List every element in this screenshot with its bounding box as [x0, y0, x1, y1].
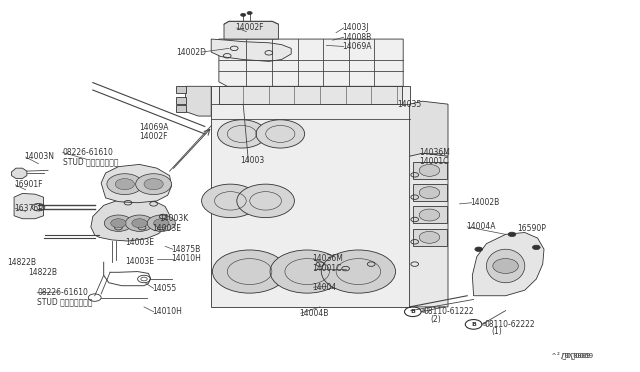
Polygon shape	[211, 86, 410, 307]
Circle shape	[125, 215, 154, 231]
Text: 14875B: 14875B	[172, 245, 201, 254]
Text: STUD スタッド（２）: STUD スタッド（２）	[37, 298, 93, 307]
Text: 16376P: 16376P	[14, 204, 43, 213]
Circle shape	[419, 164, 440, 176]
Circle shape	[419, 209, 440, 221]
Circle shape	[218, 120, 266, 148]
Circle shape	[111, 219, 126, 228]
Text: 14822B: 14822B	[28, 268, 57, 277]
Text: 14004A: 14004A	[466, 222, 495, 231]
Text: (2): (2)	[430, 315, 441, 324]
Circle shape	[115, 179, 134, 190]
Circle shape	[493, 259, 518, 273]
Text: 14003E: 14003E	[152, 224, 181, 233]
Circle shape	[270, 250, 344, 293]
Text: 14003J: 14003J	[342, 23, 369, 32]
Polygon shape	[224, 21, 278, 39]
Text: 14004: 14004	[312, 283, 337, 292]
Text: 16901F: 16901F	[14, 180, 43, 189]
Circle shape	[154, 219, 169, 228]
Circle shape	[532, 245, 540, 250]
Polygon shape	[176, 97, 186, 104]
Text: 14055: 14055	[152, 284, 177, 293]
Text: B: B	[483, 322, 487, 327]
Circle shape	[107, 174, 143, 195]
Polygon shape	[413, 229, 447, 246]
Polygon shape	[410, 101, 448, 156]
Text: 08226-61610: 08226-61610	[37, 288, 88, 297]
Polygon shape	[12, 168, 27, 179]
Circle shape	[241, 13, 246, 16]
Text: 14008B: 14008B	[342, 33, 372, 42]
Text: B: B	[422, 309, 426, 314]
Circle shape	[247, 12, 252, 15]
Text: 14035: 14035	[397, 100, 421, 109]
Text: 08226-61610: 08226-61610	[63, 148, 113, 157]
Text: STUD スタッド（２）: STUD スタッド（２）	[63, 157, 118, 166]
Text: 14010H: 14010H	[172, 254, 202, 263]
Text: ² ⁠ﾏ0ー0009: ² ⁠ﾏ0ー0009	[557, 352, 593, 359]
Polygon shape	[413, 206, 447, 223]
Text: 14001C: 14001C	[419, 157, 449, 166]
Circle shape	[419, 231, 440, 243]
Polygon shape	[101, 164, 172, 203]
Circle shape	[104, 215, 132, 231]
Text: 14002F: 14002F	[236, 23, 264, 32]
Circle shape	[144, 179, 163, 190]
Polygon shape	[186, 86, 211, 116]
Text: (1): (1)	[491, 327, 502, 336]
Text: 14003E: 14003E	[125, 238, 154, 247]
Polygon shape	[211, 39, 291, 61]
Circle shape	[508, 232, 516, 237]
Text: 08110-62222: 08110-62222	[484, 320, 535, 329]
Text: 14069A: 14069A	[140, 123, 169, 132]
Circle shape	[419, 187, 440, 199]
Text: 14069A: 14069A	[342, 42, 372, 51]
Text: 16590P: 16590P	[517, 224, 546, 233]
Text: 14002D: 14002D	[176, 48, 206, 57]
Text: 14003K: 14003K	[159, 214, 188, 223]
Polygon shape	[413, 162, 447, 179]
Text: 14822B: 14822B	[8, 258, 36, 267]
Polygon shape	[14, 193, 44, 219]
Polygon shape	[413, 184, 447, 201]
Polygon shape	[176, 105, 186, 112]
Polygon shape	[219, 86, 402, 104]
Text: 14010H: 14010H	[152, 307, 182, 316]
Text: 14001C: 14001C	[312, 264, 342, 273]
Text: B: B	[410, 309, 415, 314]
Text: 14003N: 14003N	[24, 153, 54, 161]
Text: 14002F: 14002F	[140, 132, 168, 141]
Circle shape	[256, 120, 305, 148]
Polygon shape	[472, 232, 544, 296]
Polygon shape	[219, 39, 403, 86]
Text: 14036M: 14036M	[312, 254, 343, 263]
Text: 14036M: 14036M	[419, 148, 450, 157]
Circle shape	[237, 184, 294, 218]
Circle shape	[136, 174, 172, 195]
Polygon shape	[410, 153, 448, 307]
Circle shape	[475, 247, 483, 251]
Text: 08110-61222: 08110-61222	[424, 307, 474, 316]
Text: 14003E: 14003E	[125, 257, 154, 266]
Circle shape	[321, 250, 396, 293]
Circle shape	[212, 250, 287, 293]
Polygon shape	[91, 198, 170, 241]
Ellipse shape	[486, 249, 525, 283]
Text: 14002B: 14002B	[470, 198, 500, 207]
Text: 14004B: 14004B	[300, 309, 329, 318]
Text: B: B	[471, 322, 476, 327]
Text: 14003: 14003	[240, 156, 264, 165]
Polygon shape	[176, 86, 186, 93]
Text: ^ /0\0009: ^ /0\0009	[552, 353, 590, 359]
Circle shape	[132, 219, 147, 228]
Circle shape	[147, 215, 175, 231]
Circle shape	[202, 184, 259, 218]
